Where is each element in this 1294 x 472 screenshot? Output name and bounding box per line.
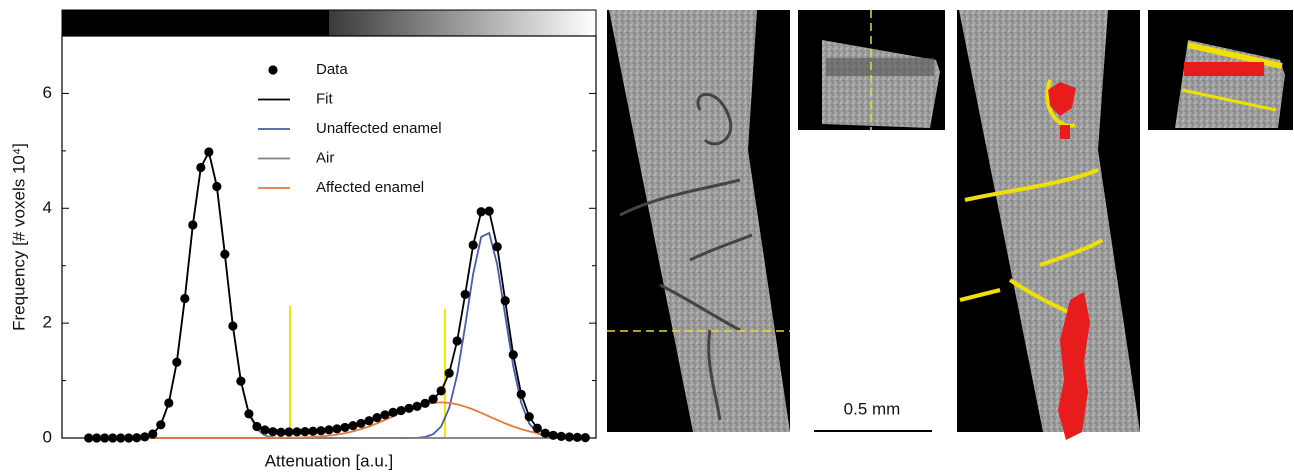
data-point — [156, 420, 165, 429]
data-point — [372, 413, 381, 422]
data-point — [525, 412, 534, 421]
data-point — [573, 433, 582, 442]
data-point — [533, 424, 542, 433]
data-point — [260, 425, 269, 434]
segmented-slice-longitudinal — [957, 10, 1140, 440]
data-point — [140, 432, 149, 441]
data-point — [541, 429, 550, 438]
y-tick-label: 2 — [43, 313, 52, 332]
data-point — [557, 432, 566, 441]
legend-label: Affected enamel — [316, 179, 424, 196]
data-point — [228, 321, 237, 330]
data-point — [132, 433, 141, 442]
y-tick-label: 4 — [43, 198, 52, 217]
data-point — [324, 425, 333, 434]
ct-slice-longitudinal — [607, 10, 790, 432]
data-point — [348, 421, 357, 430]
data-point — [236, 377, 245, 386]
data-point — [212, 182, 221, 191]
colormap-bar — [62, 10, 596, 36]
data-point — [84, 433, 93, 442]
legend-label: Unaffected enamel — [316, 120, 442, 137]
data-point — [477, 207, 486, 216]
data-point — [340, 423, 349, 432]
data-point — [429, 395, 438, 404]
y-tick-label: 0 — [43, 427, 52, 446]
legend-label: Fit — [316, 90, 333, 107]
data-point — [244, 409, 253, 418]
data-point — [164, 398, 173, 407]
data-point — [108, 433, 117, 442]
data-point — [204, 147, 213, 156]
data-point — [565, 432, 574, 441]
data-point — [485, 207, 494, 216]
x-axis-title: Attenuation [a.u.] — [265, 451, 394, 470]
data-point — [196, 163, 205, 172]
data-point — [276, 428, 285, 437]
data-point — [124, 433, 133, 442]
data-point — [268, 427, 277, 436]
figure: Attenuation [a.u.] Frequency [# voxels 1… — [0, 0, 1294, 472]
legend-label: Data — [316, 61, 348, 78]
data-point — [581, 433, 590, 442]
data-point — [172, 358, 181, 367]
data-point — [252, 422, 261, 431]
data-point — [405, 404, 414, 413]
data-point — [356, 419, 365, 428]
data-point — [549, 431, 558, 440]
data-point — [380, 410, 389, 419]
data-point — [469, 240, 478, 249]
data-point — [461, 290, 470, 299]
data-point — [300, 427, 309, 436]
data-point — [501, 296, 510, 305]
data-point — [292, 427, 301, 436]
data-point — [188, 220, 197, 229]
data-point — [100, 433, 109, 442]
data-point — [493, 242, 502, 251]
data-point — [509, 350, 518, 359]
segmented-slice-cross — [1148, 10, 1293, 130]
legend-marker — [268, 65, 277, 74]
data-point — [92, 433, 101, 442]
y-tick-label: 6 — [43, 83, 52, 102]
data-point — [388, 408, 397, 417]
y-axis-title: Frequency [# voxels 10⁴] — [9, 143, 28, 331]
ct-slice-cross — [798, 10, 945, 130]
data-point — [180, 294, 189, 303]
data-point — [284, 427, 293, 436]
data-point — [332, 424, 341, 433]
legend-label: Air — [316, 149, 334, 166]
data-point — [413, 402, 422, 411]
data-point — [445, 369, 454, 378]
data-point — [396, 406, 405, 415]
data-point — [116, 433, 125, 442]
scale-bar-label: 0.5 mm — [844, 399, 901, 418]
data-point — [316, 426, 325, 435]
data-point — [148, 429, 157, 438]
data-point — [220, 250, 229, 259]
data-point — [421, 399, 430, 408]
data-point — [364, 416, 373, 425]
data-point — [517, 390, 526, 399]
data-point — [437, 386, 446, 395]
data-point — [308, 427, 317, 436]
data-point — [453, 336, 462, 345]
